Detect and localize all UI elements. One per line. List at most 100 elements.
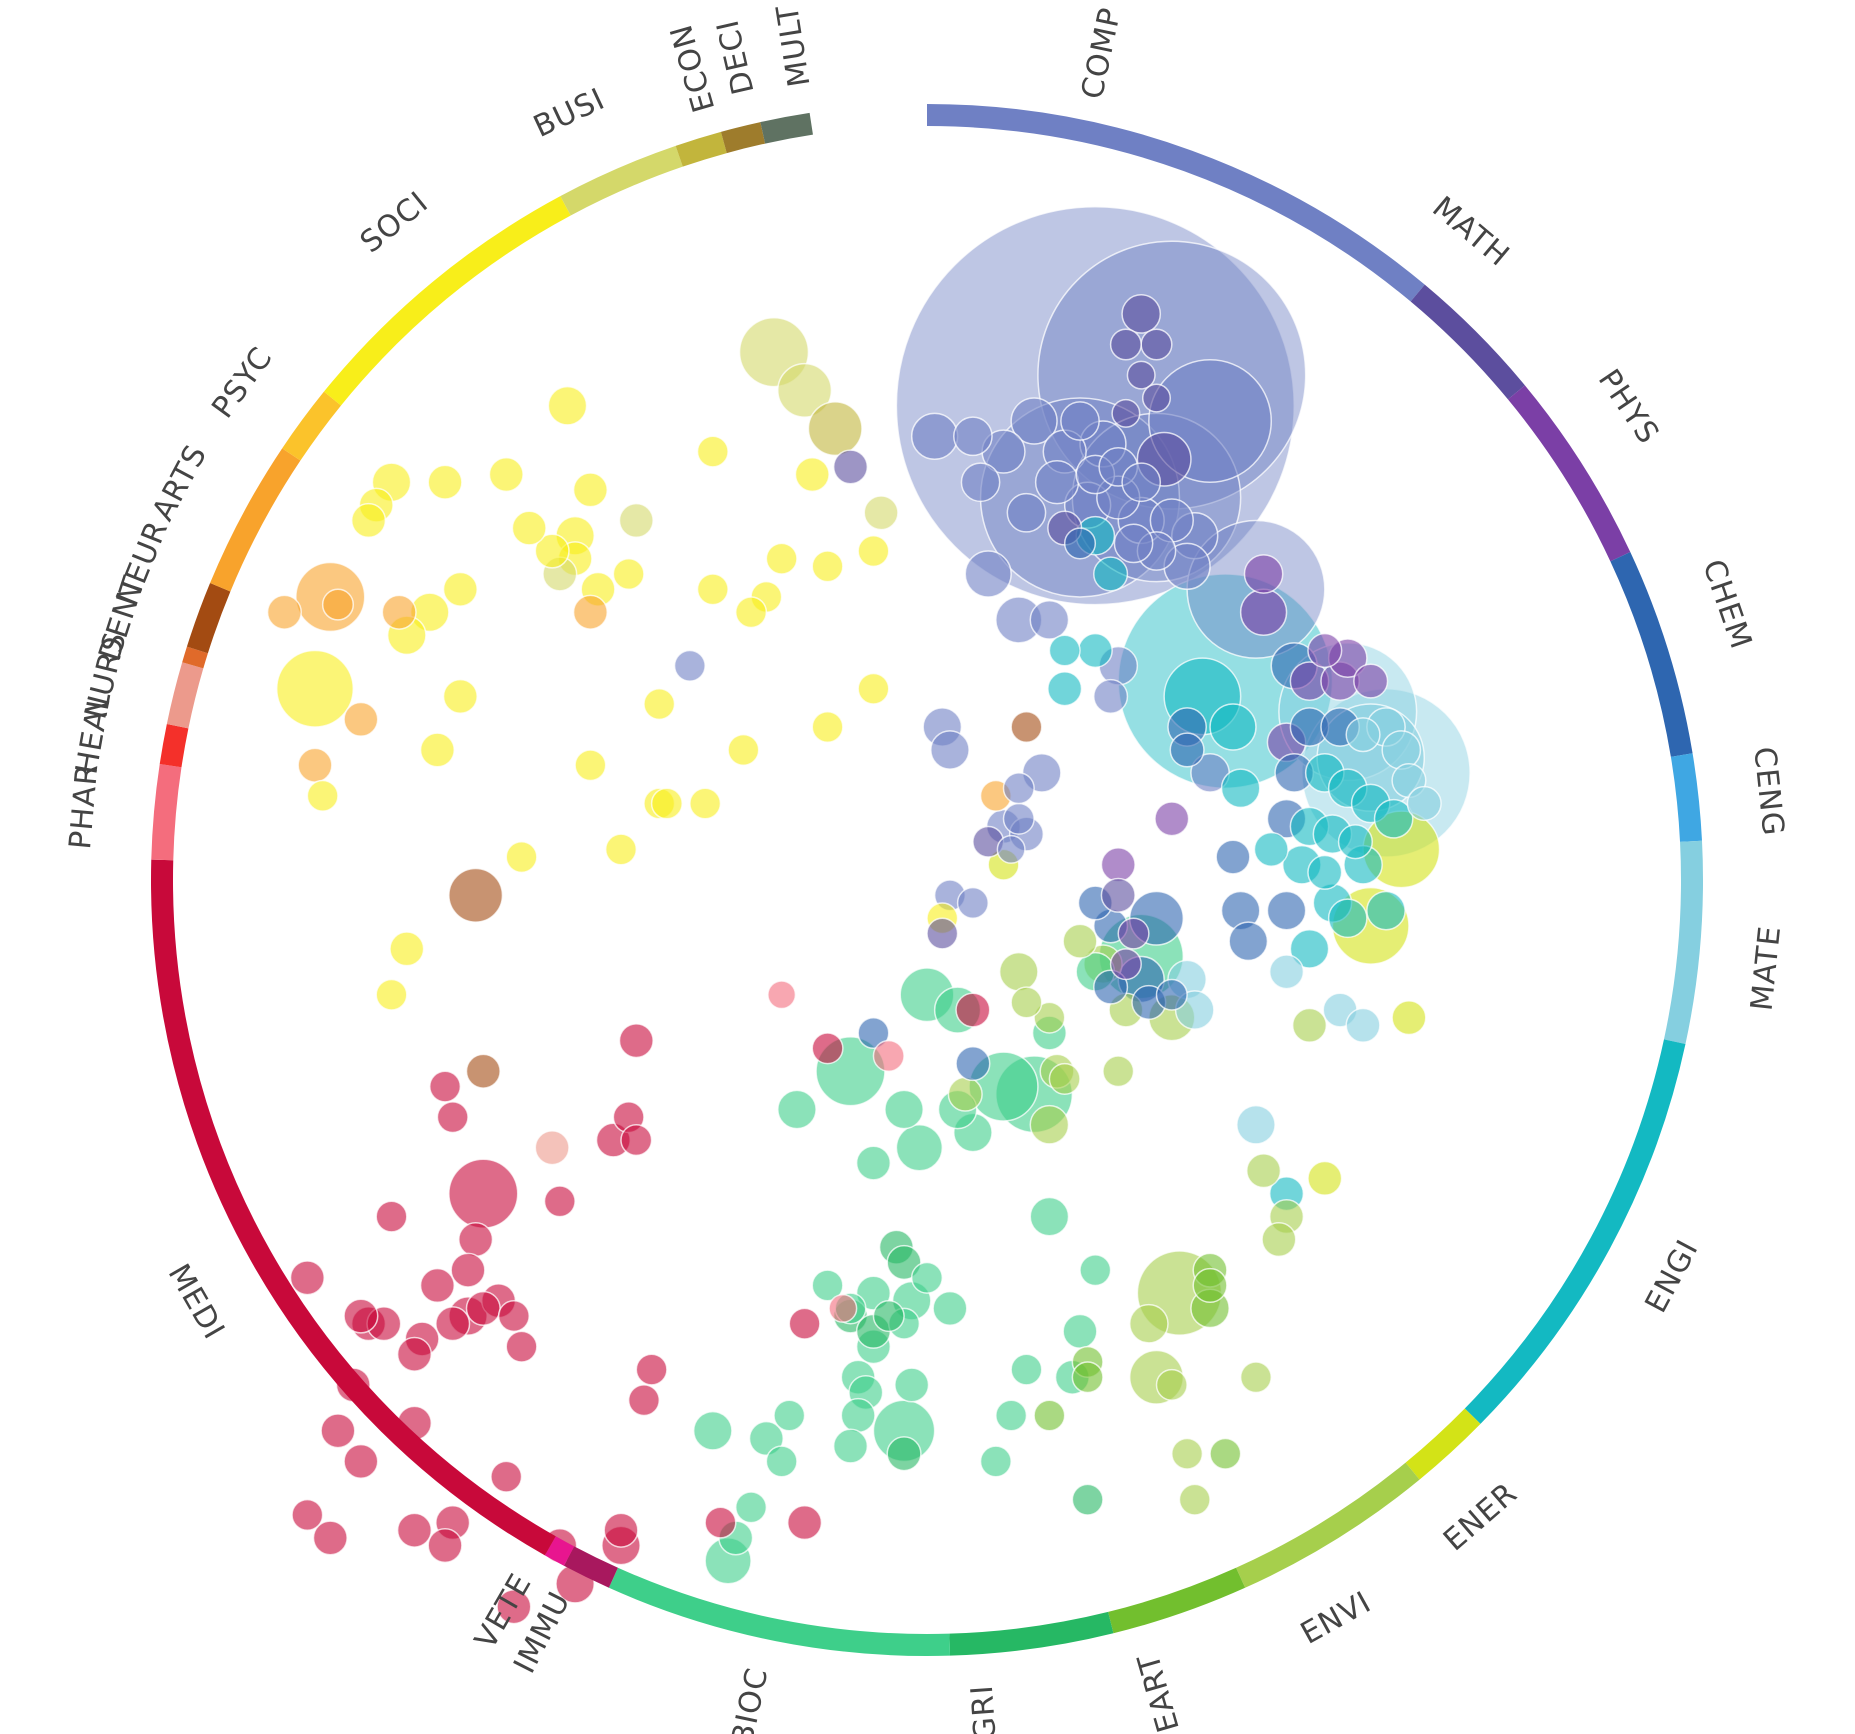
bubble-comp[interactable] bbox=[956, 886, 989, 920]
ring-segment-mult[interactable] bbox=[760, 112, 813, 144]
bubble-comp[interactable] bbox=[1093, 678, 1129, 714]
ring-segment-arts[interactable] bbox=[210, 448, 301, 592]
ring-segment-immu[interactable] bbox=[563, 1546, 618, 1588]
bubble-mate[interactable] bbox=[1345, 1007, 1381, 1043]
bubble-comp[interactable] bbox=[930, 730, 970, 770]
bubble-bioc[interactable] bbox=[1079, 1254, 1112, 1287]
bubble-soci[interactable] bbox=[306, 779, 339, 812]
bubble-bioc[interactable] bbox=[840, 1397, 876, 1434]
bubble-ener[interactable] bbox=[1391, 1000, 1427, 1036]
bubble-comp[interactable] bbox=[953, 416, 993, 457]
bubble-soci[interactable] bbox=[442, 571, 478, 607]
bubble-eart[interactable] bbox=[1071, 1361, 1104, 1394]
bubble-engi[interactable] bbox=[1077, 632, 1113, 669]
bubble-agri[interactable] bbox=[886, 1244, 922, 1281]
bubble-medi[interactable] bbox=[396, 1512, 433, 1548]
bubble-bioc[interactable] bbox=[1029, 1196, 1070, 1237]
bubble-phys[interactable] bbox=[1307, 632, 1343, 669]
bubble-medi[interactable] bbox=[787, 1505, 823, 1541]
bubble-medi[interactable] bbox=[427, 1527, 463, 1564]
bubble-comp[interactable] bbox=[1029, 600, 1070, 640]
bubble-soci[interactable] bbox=[534, 533, 570, 569]
ring-segment-dent[interactable] bbox=[182, 646, 208, 669]
bubble-soci[interactable] bbox=[811, 550, 844, 583]
bubble-engi[interactable] bbox=[1209, 703, 1257, 751]
bubble-phys[interactable] bbox=[1243, 554, 1284, 594]
bubble-chem[interactable] bbox=[1093, 969, 1129, 1005]
bubble-phar[interactable] bbox=[828, 1293, 858, 1323]
ring-segment-mate[interactable] bbox=[1663, 840, 1703, 1044]
bubble-envi[interactable] bbox=[1062, 923, 1098, 959]
ring-segment-neur[interactable] bbox=[186, 583, 231, 654]
bubble-comp[interactable] bbox=[1113, 523, 1154, 564]
bubble-ener[interactable] bbox=[1307, 1160, 1343, 1196]
bubble-envi[interactable] bbox=[1246, 1153, 1282, 1189]
bubble-soci[interactable] bbox=[765, 542, 798, 575]
bubble-bioc[interactable] bbox=[910, 1261, 944, 1294]
bubble-engi[interactable] bbox=[1047, 671, 1083, 707]
bubble-arts[interactable] bbox=[381, 594, 417, 630]
bubble-medi[interactable] bbox=[343, 1443, 379, 1479]
bubble-comp[interactable] bbox=[910, 412, 959, 460]
bubble-busi[interactable] bbox=[618, 502, 654, 539]
bubble-arts[interactable] bbox=[343, 701, 379, 737]
ring-segment-heal[interactable] bbox=[159, 723, 189, 768]
bubble-soci[interactable] bbox=[419, 732, 455, 768]
bubble-comp[interactable] bbox=[1121, 462, 1162, 503]
bubble-phys[interactable] bbox=[1117, 917, 1150, 950]
bubble-eart[interactable] bbox=[1033, 1399, 1066, 1432]
bubble-envi[interactable] bbox=[1155, 1368, 1188, 1401]
bubble-eart[interactable] bbox=[1209, 1437, 1242, 1470]
bubble-busi[interactable] bbox=[777, 362, 833, 418]
bubble-envi[interactable] bbox=[1171, 1437, 1204, 1470]
bubble-chem[interactable] bbox=[1215, 839, 1251, 875]
bubble-bioc[interactable] bbox=[811, 1269, 844, 1302]
ring-segment-nurs[interactable] bbox=[166, 662, 204, 729]
bubble-soci[interactable] bbox=[427, 464, 463, 500]
ring-segment-vete[interactable] bbox=[544, 1536, 575, 1566]
bubble-engi[interactable] bbox=[1093, 556, 1129, 592]
bubble-soci[interactable] bbox=[811, 710, 844, 744]
bubble-medi[interactable] bbox=[312, 1520, 348, 1556]
bubble-medi[interactable] bbox=[543, 1185, 576, 1218]
bubble-medi[interactable] bbox=[419, 1267, 455, 1304]
bubble-soci[interactable] bbox=[612, 557, 645, 591]
bubble-envi[interactable] bbox=[1291, 1007, 1328, 1043]
bubble-soci[interactable] bbox=[511, 510, 547, 546]
bubble-engi[interactable] bbox=[1307, 854, 1343, 890]
bubble-neur[interactable] bbox=[448, 867, 504, 923]
bubble-comp[interactable] bbox=[1060, 401, 1100, 441]
bubble-medi[interactable] bbox=[496, 1589, 532, 1625]
bubble-phar[interactable] bbox=[872, 1039, 905, 1072]
bubble-neur[interactable] bbox=[1010, 710, 1043, 744]
bubble-medi[interactable] bbox=[618, 1023, 654, 1059]
bubble-arts[interactable] bbox=[266, 594, 302, 630]
bubble-chem[interactable] bbox=[1063, 527, 1097, 560]
bubble-medi[interactable] bbox=[788, 1307, 821, 1340]
bubble-medi[interactable] bbox=[436, 1101, 469, 1134]
bubble-engi[interactable] bbox=[1337, 824, 1373, 860]
bubble-comp[interactable] bbox=[895, 206, 1295, 606]
bubble-bioc[interactable] bbox=[765, 1445, 798, 1478]
bubble-eart[interactable] bbox=[1192, 1267, 1228, 1304]
bubble-math[interactable] bbox=[1111, 398, 1141, 428]
bubble-engi[interactable] bbox=[1220, 768, 1261, 809]
bubble-medi[interactable] bbox=[343, 1298, 379, 1334]
bubble-medi[interactable] bbox=[635, 1353, 668, 1386]
bubble-medi[interactable] bbox=[603, 1512, 639, 1548]
bubble-chem[interactable] bbox=[1155, 978, 1188, 1011]
bubble-soci[interactable] bbox=[574, 749, 607, 782]
bubble-engi[interactable] bbox=[1366, 890, 1406, 931]
bubble-soci[interactable] bbox=[389, 931, 425, 967]
bubble-medi[interactable] bbox=[396, 1336, 433, 1372]
bubble-bioc[interactable] bbox=[692, 1410, 733, 1451]
ring-segment-eart[interactable] bbox=[1108, 1567, 1246, 1634]
bubble-mate[interactable] bbox=[1406, 785, 1442, 822]
bubble-bioc[interactable] bbox=[884, 1089, 924, 1130]
ring-segment-ener[interactable] bbox=[1405, 1408, 1481, 1480]
bubble-envi[interactable] bbox=[1178, 1483, 1211, 1516]
bubble-phys[interactable] bbox=[1100, 847, 1136, 883]
bubble-busi[interactable] bbox=[863, 495, 899, 531]
ring-segment-engi[interactable] bbox=[1464, 1039, 1686, 1424]
bubble-soci[interactable] bbox=[442, 678, 478, 714]
